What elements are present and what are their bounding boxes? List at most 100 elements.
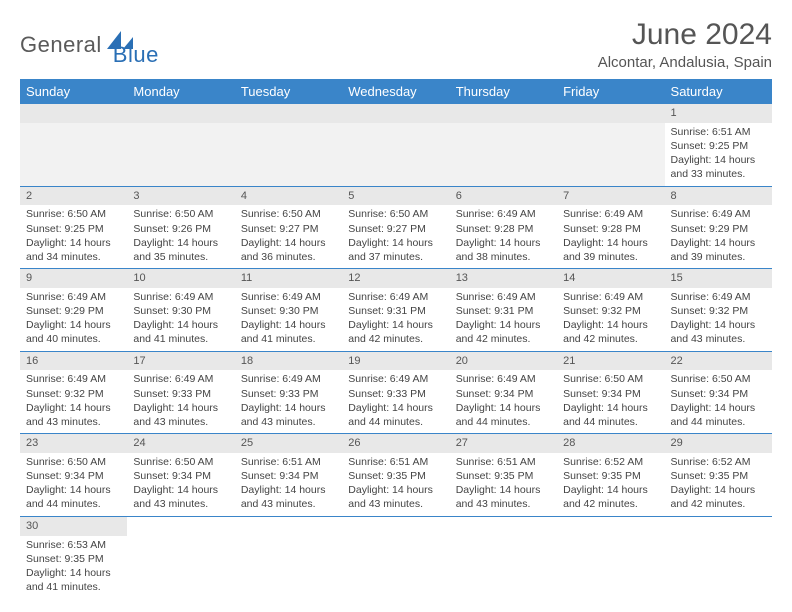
day-cell xyxy=(557,104,664,186)
daylight-line: Daylight: 14 hours and 43 minutes. xyxy=(241,483,336,511)
sunrise-line: Sunrise: 6:49 AM xyxy=(456,290,551,304)
day-cell: 8Sunrise: 6:49 AMSunset: 9:29 PMDaylight… xyxy=(665,186,772,269)
daylight-line: Daylight: 14 hours and 43 minutes. xyxy=(133,401,228,429)
daylight-line: Daylight: 14 hours and 35 minutes. xyxy=(133,236,228,264)
weekday-wednesday: Wednesday xyxy=(342,79,449,104)
day-content: Sunrise: 6:50 AMSunset: 9:34 PMDaylight:… xyxy=(127,453,234,516)
sunset-line: Sunset: 9:33 PM xyxy=(133,387,228,401)
daylight-line: Daylight: 14 hours and 42 minutes. xyxy=(456,318,551,346)
sunset-line: Sunset: 9:29 PM xyxy=(671,222,766,236)
sunset-line: Sunset: 9:31 PM xyxy=(456,304,551,318)
day-cell: 30Sunrise: 6:53 AMSunset: 9:35 PMDayligh… xyxy=(20,516,127,598)
day-content: Sunrise: 6:49 AMSunset: 9:32 PMDaylight:… xyxy=(665,288,772,351)
day-content: Sunrise: 6:50 AMSunset: 9:34 PMDaylight:… xyxy=(665,370,772,433)
day-cell xyxy=(235,104,342,186)
sunrise-line: Sunrise: 6:50 AM xyxy=(241,207,336,221)
sunrise-line: Sunrise: 6:51 AM xyxy=(456,455,551,469)
day-content: Sunrise: 6:50 AMSunset: 9:27 PMDaylight:… xyxy=(342,205,449,268)
sunset-line: Sunset: 9:35 PM xyxy=(563,469,658,483)
sunset-line: Sunset: 9:34 PM xyxy=(133,469,228,483)
sunset-line: Sunset: 9:30 PM xyxy=(241,304,336,318)
daylight-line: Daylight: 14 hours and 36 minutes. xyxy=(241,236,336,264)
day-number: 12 xyxy=(342,269,449,288)
logo-text-general: General xyxy=(20,32,102,58)
day-content: Sunrise: 6:49 AMSunset: 9:31 PMDaylight:… xyxy=(342,288,449,351)
weekday-saturday: Saturday xyxy=(665,79,772,104)
daylight-line: Daylight: 14 hours and 44 minutes. xyxy=(456,401,551,429)
day-number: 7 xyxy=(557,187,664,206)
week-row: 2Sunrise: 6:50 AMSunset: 9:25 PMDaylight… xyxy=(20,186,772,269)
sunset-line: Sunset: 9:25 PM xyxy=(26,222,121,236)
calendar-body: 1Sunrise: 6:51 AMSunset: 9:25 PMDaylight… xyxy=(20,104,772,598)
sunrise-line: Sunrise: 6:49 AM xyxy=(133,372,228,386)
location: Alcontar, Andalusia, Spain xyxy=(598,54,772,71)
day-cell: 15Sunrise: 6:49 AMSunset: 9:32 PMDayligh… xyxy=(665,269,772,352)
daylight-line: Daylight: 14 hours and 38 minutes. xyxy=(456,236,551,264)
day-content: Sunrise: 6:52 AMSunset: 9:35 PMDaylight:… xyxy=(557,453,664,516)
day-number: 5 xyxy=(342,187,449,206)
day-content: Sunrise: 6:49 AMSunset: 9:33 PMDaylight:… xyxy=(342,370,449,433)
day-cell xyxy=(450,516,557,598)
day-content: Sunrise: 6:50 AMSunset: 9:26 PMDaylight:… xyxy=(127,205,234,268)
day-cell: 18Sunrise: 6:49 AMSunset: 9:33 PMDayligh… xyxy=(235,351,342,434)
sunrise-line: Sunrise: 6:51 AM xyxy=(241,455,336,469)
day-cell: 23Sunrise: 6:50 AMSunset: 9:34 PMDayligh… xyxy=(20,434,127,517)
daylight-line: Daylight: 14 hours and 41 minutes. xyxy=(241,318,336,346)
day-number: 20 xyxy=(450,352,557,371)
day-number: 9 xyxy=(20,269,127,288)
sunrise-line: Sunrise: 6:49 AM xyxy=(671,207,766,221)
sunrise-line: Sunrise: 6:49 AM xyxy=(456,372,551,386)
day-cell: 17Sunrise: 6:49 AMSunset: 9:33 PMDayligh… xyxy=(127,351,234,434)
sunset-line: Sunset: 9:27 PM xyxy=(348,222,443,236)
day-cell xyxy=(665,516,772,598)
day-content: Sunrise: 6:49 AMSunset: 9:31 PMDaylight:… xyxy=(450,288,557,351)
sunset-line: Sunset: 9:34 PM xyxy=(26,469,121,483)
day-content: Sunrise: 6:49 AMSunset: 9:33 PMDaylight:… xyxy=(235,370,342,433)
day-number: 29 xyxy=(665,434,772,453)
daylight-line: Daylight: 14 hours and 39 minutes. xyxy=(563,236,658,264)
day-content: Sunrise: 6:51 AMSunset: 9:35 PMDaylight:… xyxy=(450,453,557,516)
month-title: June 2024 xyxy=(598,18,772,52)
day-cell: 24Sunrise: 6:50 AMSunset: 9:34 PMDayligh… xyxy=(127,434,234,517)
day-cell xyxy=(342,516,449,598)
day-number: 23 xyxy=(20,434,127,453)
weekday-thursday: Thursday xyxy=(450,79,557,104)
day-number: 30 xyxy=(20,517,127,536)
day-number: 8 xyxy=(665,187,772,206)
day-content: Sunrise: 6:49 AMSunset: 9:30 PMDaylight:… xyxy=(235,288,342,351)
day-cell: 20Sunrise: 6:49 AMSunset: 9:34 PMDayligh… xyxy=(450,351,557,434)
day-number: 11 xyxy=(235,269,342,288)
sunset-line: Sunset: 9:35 PM xyxy=(456,469,551,483)
weekday-sunday: Sunday xyxy=(20,79,127,104)
daylight-line: Daylight: 14 hours and 44 minutes. xyxy=(671,401,766,429)
day-cell: 6Sunrise: 6:49 AMSunset: 9:28 PMDaylight… xyxy=(450,186,557,269)
day-content: Sunrise: 6:51 AMSunset: 9:35 PMDaylight:… xyxy=(342,453,449,516)
day-content: Sunrise: 6:53 AMSunset: 9:35 PMDaylight:… xyxy=(20,536,127,599)
sunrise-line: Sunrise: 6:49 AM xyxy=(456,207,551,221)
day-number: 25 xyxy=(235,434,342,453)
day-cell: 21Sunrise: 6:50 AMSunset: 9:34 PMDayligh… xyxy=(557,351,664,434)
day-cell: 27Sunrise: 6:51 AMSunset: 9:35 PMDayligh… xyxy=(450,434,557,517)
day-cell: 1Sunrise: 6:51 AMSunset: 9:25 PMDaylight… xyxy=(665,104,772,186)
day-content: Sunrise: 6:50 AMSunset: 9:34 PMDaylight:… xyxy=(20,453,127,516)
day-cell: 12Sunrise: 6:49 AMSunset: 9:31 PMDayligh… xyxy=(342,269,449,352)
day-cell: 11Sunrise: 6:49 AMSunset: 9:30 PMDayligh… xyxy=(235,269,342,352)
day-number: 17 xyxy=(127,352,234,371)
day-cell: 29Sunrise: 6:52 AMSunset: 9:35 PMDayligh… xyxy=(665,434,772,517)
sunset-line: Sunset: 9:34 PM xyxy=(563,387,658,401)
day-content: Sunrise: 6:49 AMSunset: 9:33 PMDaylight:… xyxy=(127,370,234,433)
daylight-line: Daylight: 14 hours and 44 minutes. xyxy=(26,483,121,511)
day-content: Sunrise: 6:52 AMSunset: 9:35 PMDaylight:… xyxy=(665,453,772,516)
sunrise-line: Sunrise: 6:51 AM xyxy=(671,125,766,139)
sunrise-line: Sunrise: 6:53 AM xyxy=(26,538,121,552)
daylight-line: Daylight: 14 hours and 43 minutes. xyxy=(348,483,443,511)
day-content: Sunrise: 6:49 AMSunset: 9:29 PMDaylight:… xyxy=(665,205,772,268)
sunrise-line: Sunrise: 6:50 AM xyxy=(26,207,121,221)
day-cell: 2Sunrise: 6:50 AMSunset: 9:25 PMDaylight… xyxy=(20,186,127,269)
day-cell xyxy=(127,104,234,186)
weekday-friday: Friday xyxy=(557,79,664,104)
day-number: 16 xyxy=(20,352,127,371)
sunset-line: Sunset: 9:29 PM xyxy=(26,304,121,318)
sunrise-line: Sunrise: 6:52 AM xyxy=(563,455,658,469)
sunrise-line: Sunrise: 6:49 AM xyxy=(26,372,121,386)
